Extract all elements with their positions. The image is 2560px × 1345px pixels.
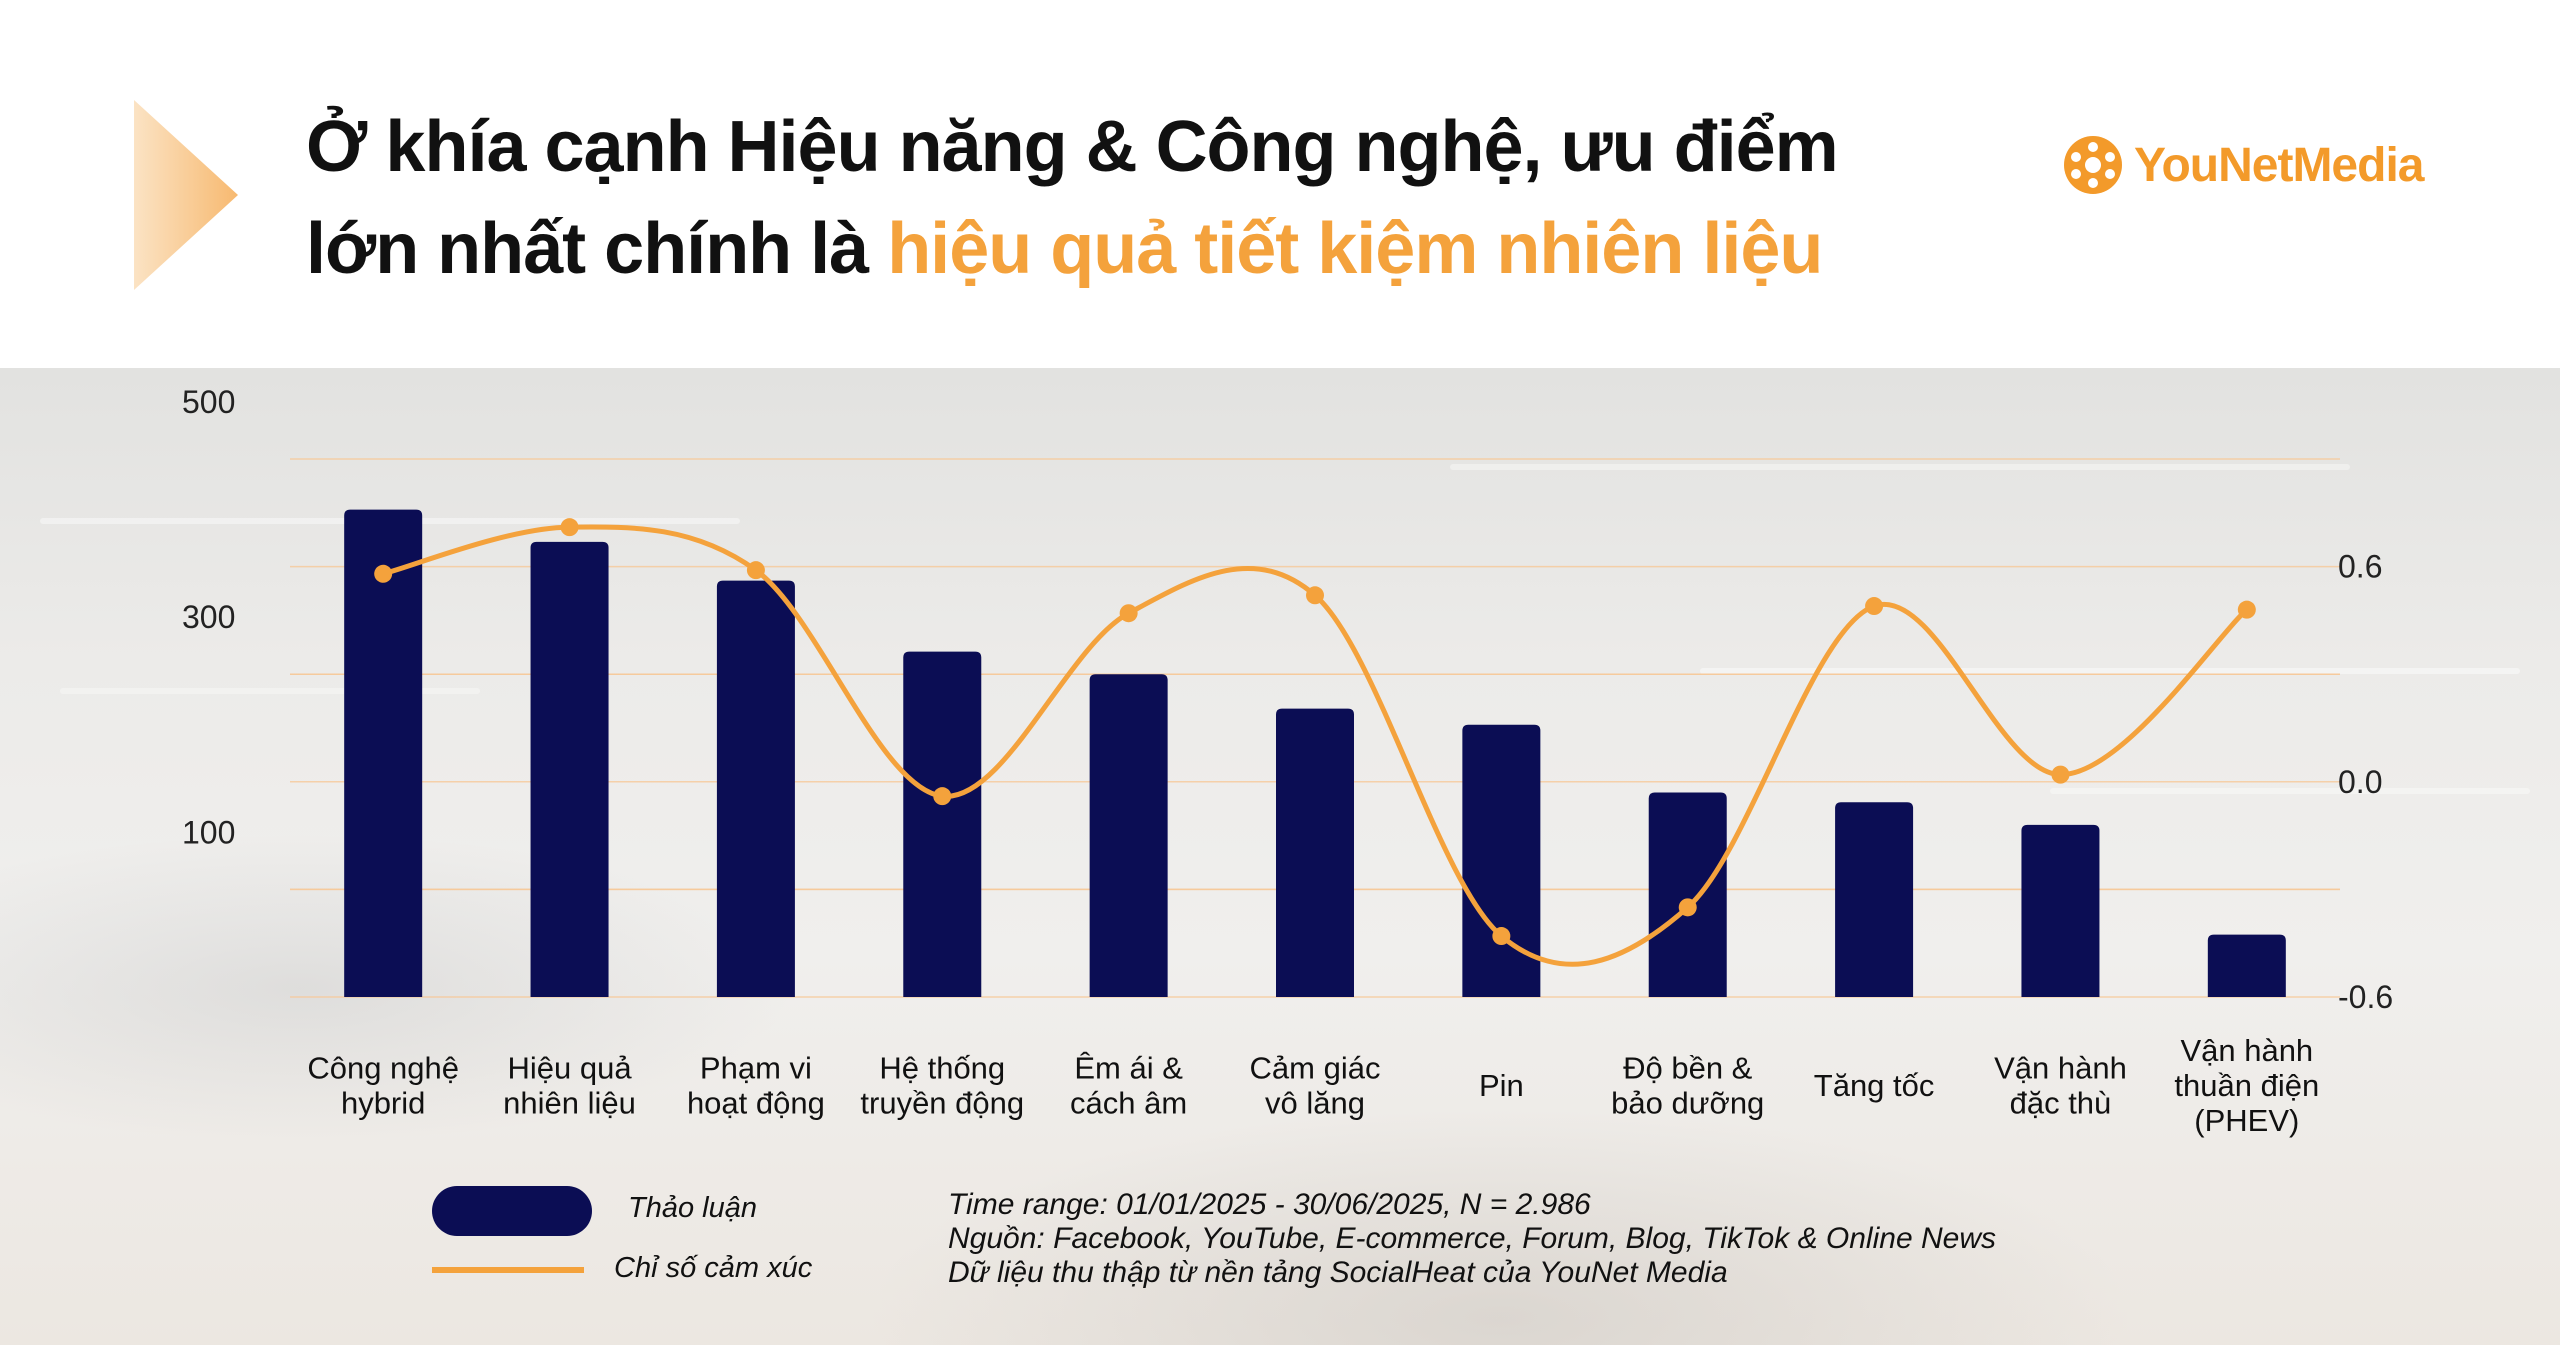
x-tick-label: Pin [1479,1068,1524,1103]
x-tick-label: Êm ái & [1074,1051,1183,1086]
y-right-tick-label: 0.6 [2338,549,2382,585]
x-tick-label: cách âm [1070,1086,1187,1121]
title-line-2: lớn nhất chính là hiệu quả tiết kiệm nhi… [306,198,2006,300]
x-tick-label: Công nghệ [307,1051,459,1086]
background-streak [2050,788,2530,794]
x-tick-label: Vận hành [1994,1051,2127,1086]
x-tick-label: nhiên liệu [503,1086,636,1121]
bar [1648,792,1727,997]
footnote-time-range: Time range: 01/01/2025 - 30/06/2025, N =… [948,1188,1591,1221]
x-tick-label: thuần điện [2174,1068,2319,1103]
title-line-2-plain: lớn nhất chính là [306,209,888,289]
brand-name-b: Media [2292,138,2424,192]
x-tick-label: hybrid [341,1086,425,1121]
decorative-triangle-icon [134,100,238,290]
brand-name-a: YouNet [2134,138,2293,192]
x-tick-label: truyền động [860,1086,1024,1121]
background-streak [1450,464,2350,470]
x-tick-label: Độ bền & [1623,1051,1753,1086]
bar [530,541,609,997]
background-streak [1700,668,2520,674]
x-tick-label: bảo dưỡng [1611,1086,1764,1121]
sentiment-point [1865,597,1884,616]
y-left-tick-label: 100 [182,814,235,850]
legend-line-swatch [432,1267,584,1273]
footnotes: Time range: 01/01/2025 - 30/06/2025, N =… [948,1188,1996,1290]
brand-name: YouNetMedia [2134,138,2424,193]
y-right-tick-label: -0.6 [2338,979,2393,1015]
sentiment-point [1119,604,1138,623]
bar [2207,934,2286,997]
bar [1462,724,1541,997]
sentiment-point [746,561,765,580]
title-line-2-accent: hiệu quả tiết kiệm nhiên liệu [887,209,1823,289]
x-tick-label: Phạm vi [700,1051,812,1086]
x-tick-label: hoạt động [687,1086,825,1121]
x-tick-label: đặc thù [2010,1086,2112,1121]
bar-series [344,509,2286,997]
footnote-platform: Dữ liệu thu thập từ nền tảng SocialHeat … [948,1256,1728,1289]
line-series [374,518,2256,967]
sentiment-point [2051,765,2070,784]
y-left-tick-label: 300 [182,599,235,635]
younet-logo-icon [2064,136,2122,194]
brand-logo: YouNetMedia [2062,130,2424,200]
sentiment-point [1306,586,1324,605]
bar [2021,824,2100,997]
y-left-tick-label: 500 [182,384,235,420]
legend-bar-label: Thảo luận [628,1192,757,1224]
y-right-tick-label: 0.0 [2338,764,2382,800]
bar [344,509,423,997]
x-tick-label: Vận hành [2180,1033,2313,1068]
footnote-source: Nguồn: Facebook, YouTube, E-commerce, Fo… [948,1222,1996,1255]
x-tick-label: Tăng tốc [1814,1068,1935,1103]
x-tick-label: (PHEV) [2194,1103,2299,1138]
bar [1276,708,1354,997]
bar [716,580,795,997]
x-tick-label: Hiệu quả [507,1051,632,1086]
sentiment-point [1678,898,1697,917]
x-tick-label: Hệ thống [879,1051,1005,1086]
sentiment-point [374,564,393,583]
bar [1835,802,1914,997]
sentiment-point [2237,600,2256,619]
page-title: Ở khía cạnh Hiệu năng & Công nghệ, ưu đi… [306,96,2006,300]
sentiment-point [1492,927,1511,946]
header: Ở khía cạnh Hiệu năng & Công nghệ, ưu đi… [0,0,2560,368]
bar [903,651,982,997]
title-line-1: Ở khía cạnh Hiệu năng & Công nghệ, ưu đi… [306,107,1839,187]
sentiment-point [560,518,579,537]
background-streak [60,688,480,694]
legend-bar-swatch [432,1186,592,1236]
legend-line-label: Chỉ số cảm xúc [614,1252,813,1284]
sentiment-point [933,787,952,806]
bar [1089,674,1168,997]
x-tick-label: Cảm giác [1250,1051,1381,1086]
x-tick-label: vô lăng [1265,1086,1365,1121]
